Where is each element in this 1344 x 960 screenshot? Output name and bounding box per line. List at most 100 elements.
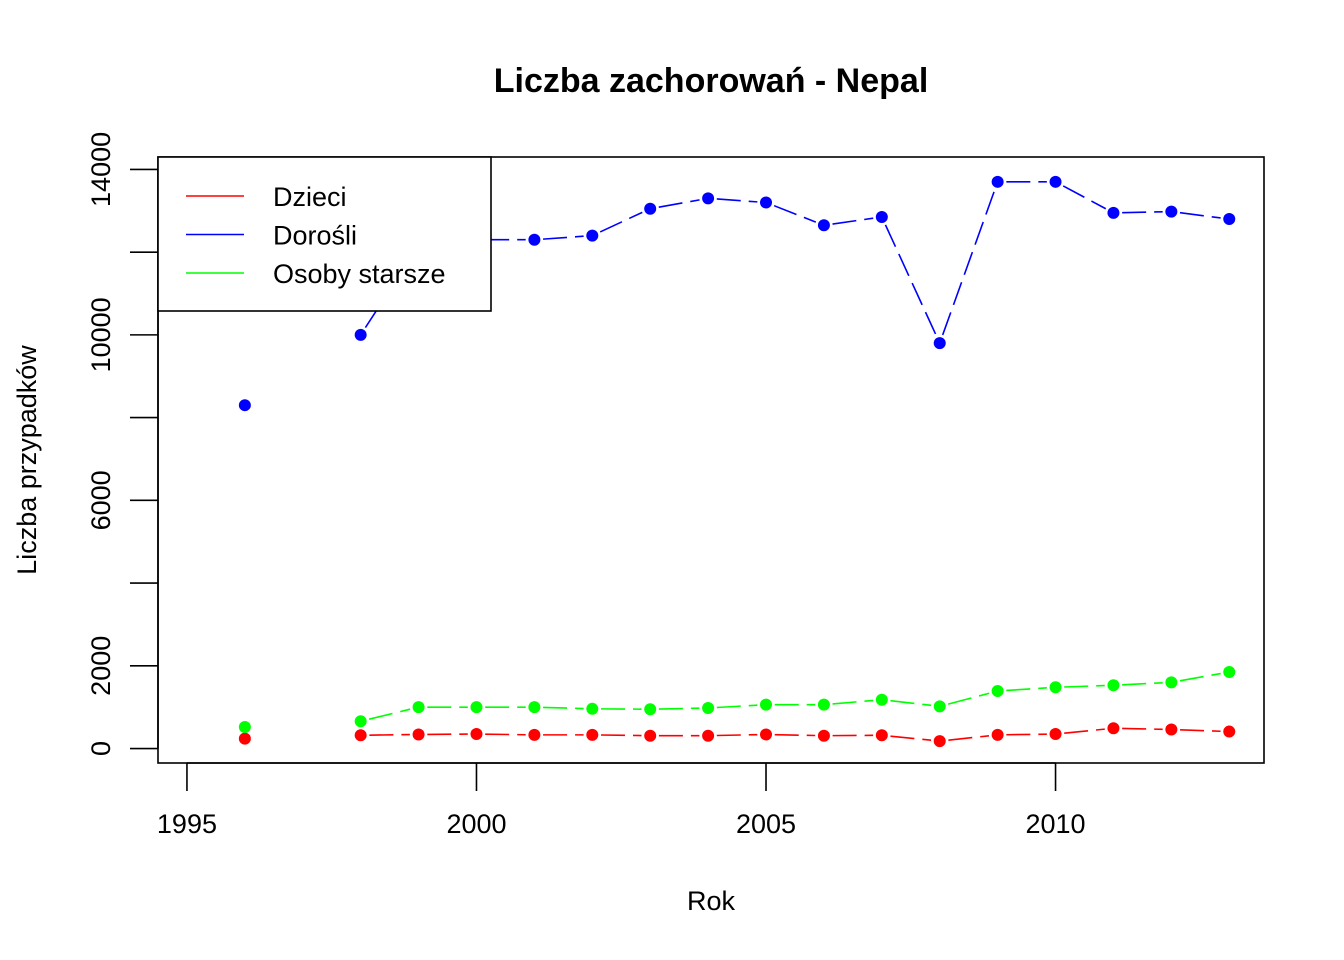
- series-segment: [369, 733, 410, 736]
- series-segment: [948, 735, 990, 741]
- series-segment: [774, 733, 816, 737]
- data-point: [875, 729, 888, 742]
- series-segment: [832, 217, 874, 225]
- series-segment: [832, 699, 874, 705]
- series-segment: [543, 706, 584, 710]
- series-segment: [884, 224, 937, 336]
- data-point: [1107, 722, 1120, 735]
- series-segment: [716, 198, 758, 203]
- series-1: [238, 722, 1236, 748]
- series-segment: [1064, 728, 1105, 734]
- data-point: [1049, 728, 1062, 741]
- series-segment: [773, 204, 817, 223]
- data-point: [702, 192, 715, 205]
- data-point: [875, 693, 888, 706]
- data-point: [528, 701, 541, 714]
- y-axis-label: Liczba przypadków: [12, 345, 42, 575]
- data-point: [1165, 205, 1178, 218]
- data-point: [470, 728, 483, 741]
- data-point: [933, 700, 946, 713]
- data-point: [1165, 676, 1178, 689]
- y-axis: 0 2000 6000 10000 14000: [86, 132, 159, 756]
- data-point: [1223, 725, 1236, 738]
- y-tick-label: 2000: [86, 636, 116, 696]
- series-segment: [890, 699, 932, 707]
- series-segment: [890, 735, 932, 742]
- series-segment: [1179, 672, 1221, 682]
- series-segment: [1062, 185, 1107, 210]
- data-point: [1223, 213, 1236, 226]
- series-segment: [1179, 211, 1221, 219]
- series-segment: [543, 235, 584, 240]
- series-segment: [1180, 729, 1221, 733]
- data-point: [1049, 175, 1062, 188]
- data-point: [644, 202, 657, 215]
- data-point: [1107, 206, 1120, 219]
- data-point: [933, 337, 946, 350]
- data-point: [412, 701, 425, 714]
- data-point: [1107, 679, 1120, 692]
- data-point: [875, 210, 888, 223]
- series-segment: [1006, 687, 1047, 692]
- data-point: [817, 698, 830, 711]
- data-point: [412, 728, 425, 741]
- x-tick-label: 2000: [446, 809, 506, 839]
- data-point: [1165, 723, 1178, 736]
- data-point: [644, 703, 657, 716]
- series-2: [238, 175, 1236, 412]
- data-point: [528, 728, 541, 741]
- series-layer: [238, 175, 1236, 748]
- data-point: [817, 219, 830, 232]
- y-tick-label: 0: [86, 741, 116, 756]
- y-tick-label: 14000: [86, 132, 116, 207]
- data-point: [354, 328, 367, 341]
- series-segment: [599, 211, 643, 233]
- data-point: [933, 735, 946, 748]
- data-point: [238, 721, 251, 734]
- series-segment: [1006, 733, 1047, 736]
- chart-title: Liczba zachorowań - Nepal: [494, 62, 929, 100]
- data-point: [1223, 665, 1236, 678]
- y-tick-label: 10000: [86, 297, 116, 372]
- data-point: [760, 196, 773, 209]
- data-point: [991, 175, 1004, 188]
- data-point: [354, 715, 367, 728]
- data-point: [354, 729, 367, 742]
- series-segment: [658, 199, 700, 208]
- data-point: [470, 701, 483, 714]
- legend-label: Osoby starsze: [273, 259, 446, 289]
- data-point: [817, 729, 830, 742]
- series-segment: [368, 708, 411, 720]
- series-segment: [941, 189, 996, 336]
- data-point: [991, 728, 1004, 741]
- data-point: [702, 701, 715, 714]
- x-tick-label: 2010: [1026, 809, 1086, 839]
- x-tick-label: 2005: [736, 809, 796, 839]
- series-segment: [658, 707, 700, 710]
- series-3: [238, 665, 1236, 734]
- data-point: [991, 685, 1004, 698]
- data-point: [586, 728, 599, 741]
- series-segment: [1122, 210, 1163, 214]
- data-point: [760, 728, 773, 741]
- series-segment: [947, 692, 990, 705]
- legend-label: Dorośli: [273, 221, 357, 251]
- series-segment: [1064, 684, 1105, 688]
- series-segment: [1122, 727, 1163, 731]
- series-segment: [716, 733, 758, 737]
- data-point: [1049, 681, 1062, 694]
- series-segment: [716, 704, 758, 709]
- data-point: [586, 229, 599, 242]
- x-axis-label: Rok: [687, 886, 736, 916]
- legend-label: Dzieci: [273, 182, 347, 212]
- series-segment: [600, 734, 642, 737]
- data-point: [528, 233, 541, 246]
- series-segment: [485, 733, 526, 736]
- data-point: [238, 732, 251, 745]
- series-segment: [1122, 681, 1163, 686]
- data-point: [702, 729, 715, 742]
- data-point: [238, 399, 251, 412]
- data-point: [644, 729, 657, 742]
- y-tick-label: 6000: [86, 470, 116, 530]
